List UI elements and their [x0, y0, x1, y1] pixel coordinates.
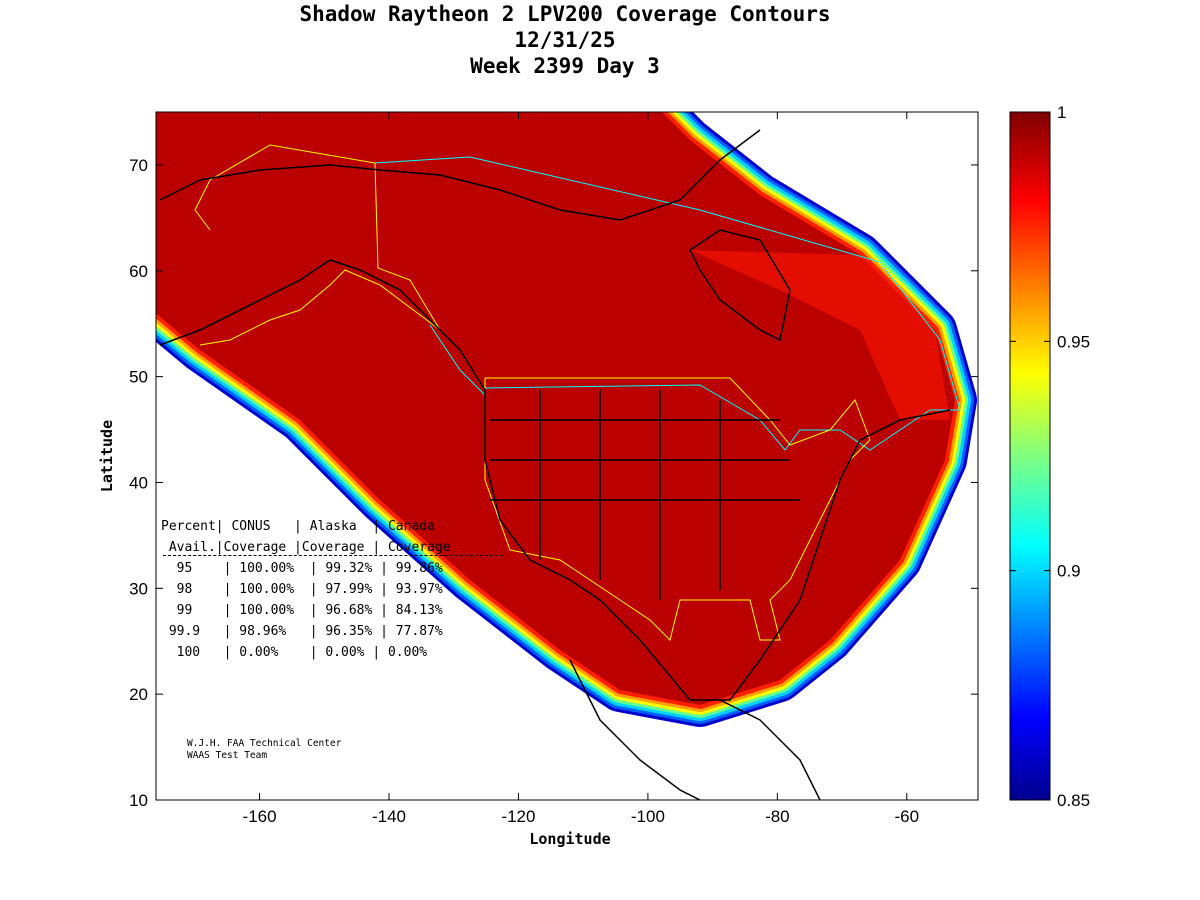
table-row-2: 99 | 100.00% | 96.68% | 84.13% — [161, 603, 443, 618]
axes: -160 -140 -120 -100 -80 -60 10 20 30 40 50 60 70 — [129, 112, 978, 826]
cb-tick-label-0: 0.85 — [1057, 791, 1090, 810]
y-tick-label-4: 50 — [129, 368, 148, 387]
table-row-4: 100 | 0.00% | 0.00% | 0.00% — [161, 645, 428, 660]
y-tick-label-3: 40 — [129, 473, 148, 492]
x-tick-label-0: -160 — [243, 807, 277, 826]
y-tick-label-1: 20 — [129, 685, 148, 704]
cb-tick-label-2: 0.95 — [1057, 332, 1090, 351]
table-header-1: Percent| CONUS | Alaska | Canada — [161, 519, 435, 534]
coverage-map — [156, 112, 977, 800]
x-tick-label-5: -60 — [895, 807, 920, 826]
plot-frame — [155, 111, 979, 801]
x-tick-label-2: -120 — [501, 807, 535, 826]
x-tick-label-4: -80 — [765, 807, 790, 826]
credit: W.J.H. FAA Technical Center WAAS Test Tea… — [187, 738, 341, 762]
chart-week: Week 2399 Day 3 — [470, 54, 660, 78]
alaska-boundary — [194, 144, 441, 346]
chart-title: Shadow Raytheon 2 LPV200 Coverage Contou… — [299, 2, 831, 26]
cb-tick-label-1: 0.9 — [1057, 562, 1081, 581]
colorbar — [1009, 111, 1051, 801]
y-tick-label-0: 10 — [129, 791, 148, 810]
chart-date: 12/31/25 — [514, 28, 616, 52]
y-tick-label-6: 70 — [129, 156, 148, 175]
colorbar-ticks: 0.85 0.9 0.95 1 — [1010, 103, 1090, 810]
table-row-1: 98 | 100.00% | 97.99% | 93.97% — [161, 582, 443, 597]
table-row-0: 95 | 100.00% | 99.32% | 99.86% — [161, 561, 443, 576]
coverage-contours — [156, 112, 977, 727]
x-axis-label: Longitude — [529, 830, 610, 848]
credit-line-1: W.J.H. FAA Technical Center — [187, 738, 342, 749]
x-tick-label-3: -100 — [631, 807, 665, 826]
table-row-3: 99.9 | 98.96% | 96.35% | 77.87% — [161, 624, 443, 639]
y-tick-label-5: 60 — [129, 262, 148, 281]
table-divider — [163, 555, 503, 556]
y-axis-label: Latitude — [98, 420, 116, 492]
coverage-table: Percent| CONUS | Alaska | Canada Avail.|… — [161, 516, 503, 663]
credit-line-2: WAAS Test Team — [187, 750, 268, 761]
x-tick-label-1: -140 — [372, 807, 406, 826]
conus-boundary — [484, 377, 871, 641]
table-header-2: Avail.|Coverage |Coverage | Coverage — [161, 540, 451, 555]
y-tick-label-2: 30 — [129, 579, 148, 598]
cb-tick-label-3: 1 — [1057, 103, 1066, 122]
coastlines — [159, 129, 951, 800]
contour-east — [690, 250, 950, 420]
